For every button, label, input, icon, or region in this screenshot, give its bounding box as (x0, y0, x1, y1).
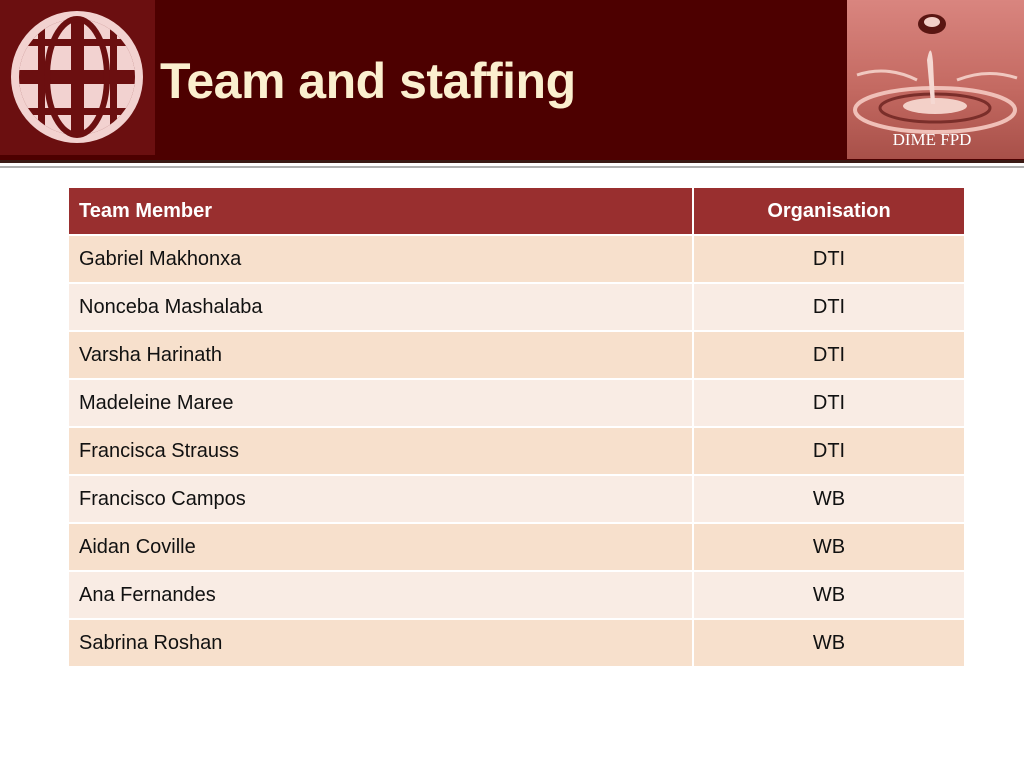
photo-caption: DIME FPD (892, 130, 972, 149)
globe-icon (11, 11, 143, 143)
organisation-cell: DTI (692, 235, 964, 284)
table-row: Varsha Harinath DTI (69, 331, 964, 380)
table-header-row: Team Member Organisation (69, 188, 964, 236)
organisation-cell: DTI (692, 379, 964, 428)
member-name-cell: Nonceba Mashalaba (69, 283, 693, 332)
page-title: Team and staffing (160, 53, 576, 109)
slide-header: Team and staffing DIME FPD (0, 0, 1024, 160)
table-row: Nonceba Mashalaba DTI (69, 283, 964, 332)
table-row: Ana Fernandes WB (69, 571, 964, 620)
member-name-cell: Aidan Coville (69, 523, 693, 572)
table-row: Gabriel Makhonxa DTI (69, 235, 964, 284)
column-header-team-member: Team Member (69, 188, 693, 236)
organisation-cell: WB (692, 571, 964, 620)
member-name-cell: Ana Fernandes (69, 571, 693, 620)
divider-line (0, 166, 1024, 168)
organisation-cell: DTI (692, 331, 964, 380)
organisation-cell: WB (692, 619, 964, 668)
member-name-cell: Gabriel Makhonxa (69, 235, 693, 284)
member-name-cell: Francisca Strauss (69, 427, 693, 476)
world-bank-logo (0, 0, 155, 155)
organisation-cell: DTI (692, 283, 964, 332)
water-drop-photo: DIME FPD (847, 0, 1024, 159)
table-row: Madeleine Maree DTI (69, 379, 964, 428)
column-header-organisation: Organisation (692, 188, 964, 236)
member-name-cell: Sabrina Roshan (69, 619, 693, 668)
member-name-cell: Varsha Harinath (69, 331, 693, 380)
table-row: Francisca Strauss DTI (69, 427, 964, 476)
organisation-cell: WB (692, 523, 964, 572)
member-name-cell: Madeleine Maree (69, 379, 693, 428)
member-name-cell: Francisco Campos (69, 475, 693, 524)
organisation-cell: WB (692, 475, 964, 524)
divider-line (0, 160, 1024, 163)
table-row: Francisco Campos WB (69, 475, 964, 524)
organisation-cell: DTI (692, 427, 964, 476)
team-table: Team Member Organisation Gabriel Makhonx… (69, 188, 964, 668)
table-row: Sabrina Roshan WB (69, 619, 964, 668)
table-row: Aidan Coville WB (69, 523, 964, 572)
